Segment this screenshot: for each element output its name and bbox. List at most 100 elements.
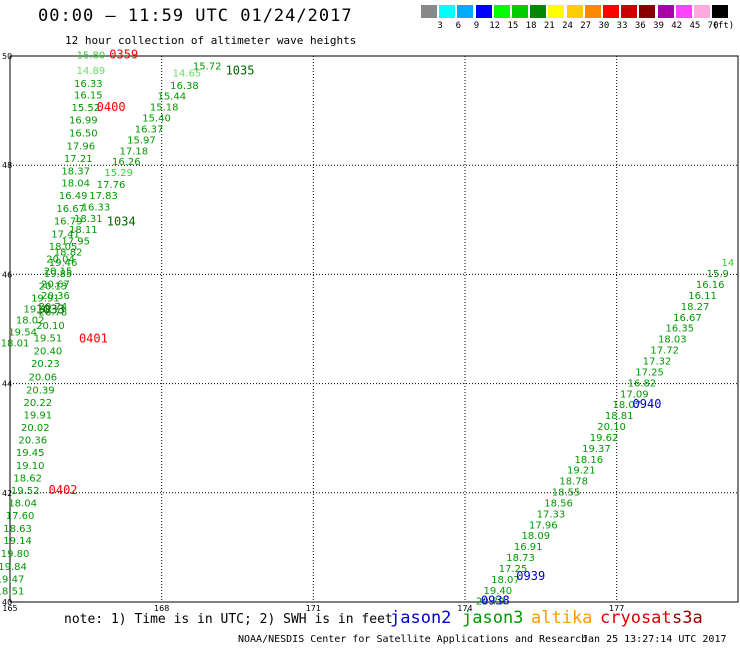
legend-swatch xyxy=(457,5,474,18)
satellite-jason3: jason3 xyxy=(462,608,524,628)
wave-height-label: 15.97 xyxy=(127,135,156,146)
time-label: 1033 xyxy=(36,303,65,317)
legend-swatch xyxy=(603,5,619,18)
wave-height-label: 20.36 xyxy=(18,436,47,447)
wave-height-label: 16.82 xyxy=(628,378,657,389)
wave-height-label: 19.14 xyxy=(3,536,32,547)
legend-label: 30 xyxy=(598,21,610,31)
legend-label: 42 xyxy=(671,21,683,31)
wave-height-label: 18.78 xyxy=(559,477,588,488)
legend-unit: (ft) xyxy=(712,21,735,31)
wave-height-label: 19.32 xyxy=(23,305,52,316)
legend-swatch xyxy=(512,5,528,18)
wave-height-label: 19.45 xyxy=(16,448,45,459)
wave-height-label: 19.85 xyxy=(44,269,73,280)
legend-label: 70 xyxy=(707,21,719,31)
wave-height-label: 18.09 xyxy=(521,531,550,542)
footer-generated-date: Jan 25 13:27:14 UTC 2017 xyxy=(582,634,727,645)
time-label: 0939 xyxy=(516,569,545,583)
wave-height-label: 20.15 xyxy=(44,266,73,277)
wave-height-label: 19.47 xyxy=(0,574,24,585)
wave-height-label: 20.06 xyxy=(29,372,58,383)
wave-height-label: 17.60 xyxy=(6,511,35,522)
wave-height-label: 20.79 xyxy=(476,597,505,608)
wave-height-label: 16.99 xyxy=(69,116,98,127)
wave-height-label: 17.72 xyxy=(650,346,679,357)
wave-height-label: 17.09 xyxy=(620,389,649,400)
x-tick-label: 165 xyxy=(2,604,17,613)
wave-height-label: 15.52 xyxy=(72,103,101,114)
time-label: 0402 xyxy=(49,483,78,497)
legend-swatch xyxy=(548,5,565,18)
wave-height-label: 19.46 xyxy=(49,258,78,269)
wave-height-label: 18.03 xyxy=(658,335,687,346)
wave-height-label: 16.15 xyxy=(74,91,103,102)
wave-height-label: 18.73 xyxy=(506,553,535,564)
wave-height-label: 14 xyxy=(722,258,735,269)
wave-height-label: 18.51 xyxy=(0,586,24,597)
time-label: 1035 xyxy=(226,64,255,78)
wave-height-label: 18.55 xyxy=(552,488,581,499)
legend-label: 33 xyxy=(616,21,628,31)
wave-height-label: 15.44 xyxy=(157,92,186,103)
wave-height-label: 19.52 xyxy=(11,486,40,497)
legend-label: 15 xyxy=(507,21,519,31)
wave-height-label: 17.25 xyxy=(499,564,528,575)
wave-height-label: 20.22 xyxy=(23,398,52,409)
wave-height-label: 20.40 xyxy=(34,347,63,358)
time-label: 0401 xyxy=(79,332,108,346)
wave-height-label: 18.31 xyxy=(74,214,103,225)
wave-height-label: 17.33 xyxy=(537,509,566,520)
wave-height-label: 20.10 xyxy=(36,321,65,332)
chart-title: 00:00 – 11:59 UTC 01/24/2017 xyxy=(38,6,353,26)
legend-swatch xyxy=(675,5,692,18)
wave-height-label: 16.35 xyxy=(666,324,695,335)
wave-height-label: 17.96 xyxy=(529,520,558,531)
wave-height-label: 18.02 xyxy=(16,316,45,327)
wave-height-label: 18.04 xyxy=(61,178,90,189)
wave-height-label: 19.91 xyxy=(23,411,52,422)
legend-label: 18 xyxy=(525,21,537,31)
wave-height-label: 17.96 xyxy=(66,141,95,152)
legend-label: 39 xyxy=(653,21,664,31)
legend-swatch xyxy=(421,5,437,18)
legend-label: 21 xyxy=(543,21,555,31)
x-tick-label: 171 xyxy=(306,604,321,613)
time-label: 0400 xyxy=(97,100,126,114)
wave-height-label: 18.81 xyxy=(605,411,634,422)
wave-height-label: 16.50 xyxy=(69,128,98,139)
wave-height-label: 17.25 xyxy=(635,367,664,378)
wave-height-label: 18.63 xyxy=(3,524,32,535)
legend-swatch xyxy=(493,5,510,18)
wave-height-label: 18.37 xyxy=(61,166,90,177)
wave-height-label: 20.36 xyxy=(41,291,70,302)
y-tick-label: 40 xyxy=(2,598,12,607)
y-tick-label: 42 xyxy=(2,489,12,498)
wave-height-label: 18.82 xyxy=(54,247,83,258)
legend-swatch xyxy=(439,5,456,18)
y-tick-label: 50 xyxy=(2,52,12,61)
time-label: 0359 xyxy=(109,48,138,62)
wave-height-label: 16.11 xyxy=(688,291,717,302)
y-tick-label: 46 xyxy=(2,270,12,279)
wave-height-label: 20.74 xyxy=(39,302,68,313)
legend-label: 36 xyxy=(634,21,646,31)
time-label: 1034 xyxy=(107,214,136,228)
wave-height-label: 16.79 xyxy=(54,217,83,228)
legend-label: 9 xyxy=(473,21,480,31)
x-tick-label: 174 xyxy=(457,604,472,613)
wave-height-label: 19.62 xyxy=(590,433,619,444)
wave-height-label: 16.49 xyxy=(59,191,88,202)
footer-note: note: 1) Time is in UTC; 2) SWH is in fe… xyxy=(64,612,393,627)
wave-height-label: 18.56 xyxy=(544,498,573,509)
wave-height-label: 15.80 xyxy=(77,51,106,62)
legend-label: 45 xyxy=(689,21,701,31)
legend-swatch xyxy=(657,5,674,18)
wave-height-label: 19.37 xyxy=(582,444,611,455)
wave-height-label: 18.05 xyxy=(49,242,78,253)
wave-height-label: 20.67 xyxy=(41,280,70,291)
satellite-cryosat: cryosat xyxy=(600,608,672,628)
plot-frame xyxy=(9,55,739,603)
wave-height-label: 17.76 xyxy=(97,180,126,191)
wave-height-label: 16.38 xyxy=(170,81,199,92)
